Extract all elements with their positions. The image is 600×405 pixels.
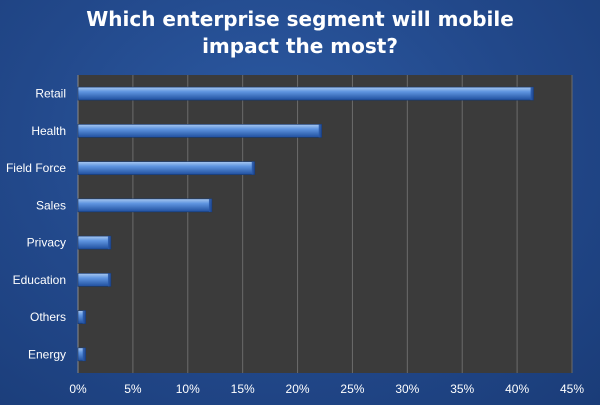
bar [77, 273, 112, 287]
bar-end-cap [530, 87, 534, 101]
bar [77, 161, 256, 175]
x-tick-label: 0% [69, 382, 87, 396]
y-category-label: Others [30, 310, 66, 324]
y-category-label: Energy [28, 347, 66, 361]
chart-title: Which enterprise segment will mobile imp… [0, 6, 600, 60]
bar [77, 86, 534, 101]
x-tick-label: 25% [340, 382, 364, 396]
plot-area [78, 75, 572, 373]
y-category-label: Education [13, 273, 66, 287]
x-tick-label: 15% [231, 382, 255, 396]
bar [77, 124, 323, 138]
bar-end-cap [82, 310, 86, 324]
bar [77, 198, 213, 213]
chart-title-line-1: Which enterprise segment will mobile [86, 7, 514, 31]
bar-end-cap [107, 273, 111, 287]
x-tick-label: 5% [124, 382, 142, 396]
bar-end-cap [251, 161, 255, 175]
x-tick-label: 20% [286, 382, 310, 396]
bar-end-cap [82, 347, 86, 361]
x-tick-label: 40% [505, 382, 529, 396]
y-category-label: Sales [36, 198, 66, 212]
bar [77, 310, 86, 324]
bar-end-cap [318, 124, 322, 138]
y-category-label: Retail [35, 87, 66, 101]
bar [77, 235, 112, 250]
bar [77, 347, 86, 362]
x-tick-label: 10% [176, 382, 200, 396]
bar-end-cap [208, 198, 212, 212]
chart-title-line-2: impact the most? [202, 34, 398, 58]
y-category-label: Field Force [6, 161, 66, 175]
x-tick-label: 45% [560, 382, 584, 396]
y-category-label: Privacy [27, 236, 66, 250]
y-category-label: Health [31, 124, 66, 138]
x-tick-label: 35% [450, 382, 474, 396]
x-tick-label: 30% [395, 382, 419, 396]
bar-end-cap [107, 236, 111, 250]
